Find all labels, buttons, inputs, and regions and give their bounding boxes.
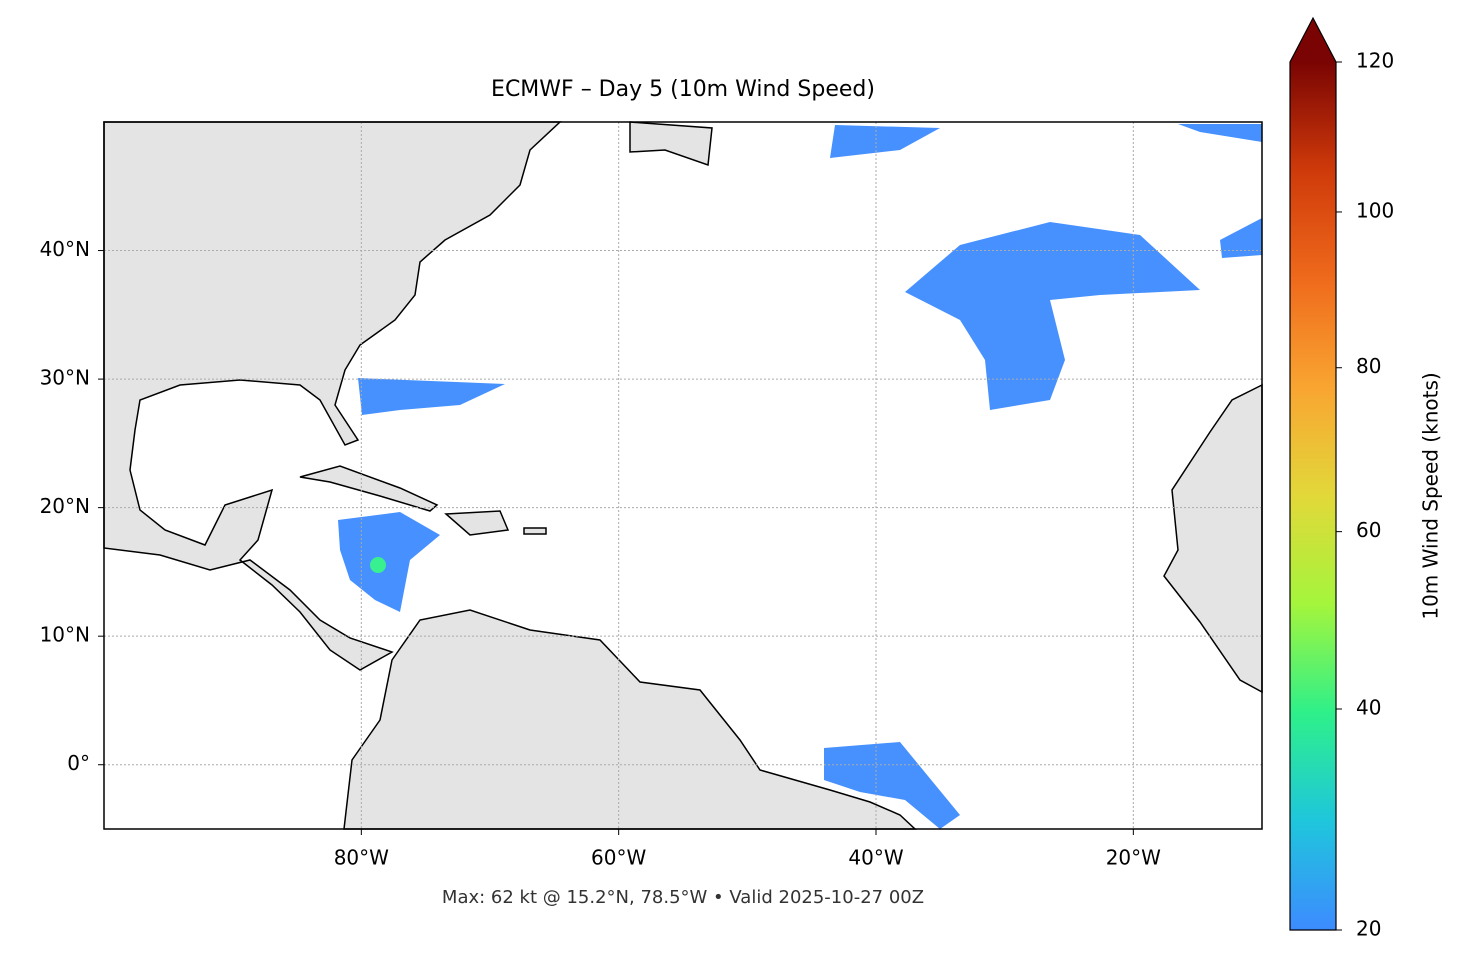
wind-area	[905, 222, 1200, 410]
y-tick-label: 10°N	[40, 623, 90, 647]
wind-area	[338, 512, 440, 612]
chart-title: ECMWF – Day 5 (10m Wind Speed)	[491, 77, 875, 102]
colorbar-tick-label: 80	[1356, 354, 1381, 378]
puerto-rico	[523, 527, 547, 535]
y-tick-label: 0°	[67, 751, 90, 775]
wind-area	[1220, 218, 1262, 258]
colorbar-extend	[1290, 18, 1336, 62]
graticule	[104, 122, 1262, 829]
wind-field	[338, 124, 1262, 829]
map-frame	[103, 121, 1263, 830]
colorbar-tick-label: 40	[1356, 695, 1381, 719]
colorbar-label: 10m Wind Speed (knots)	[1419, 372, 1443, 619]
x-tick-label: 20°W	[1106, 846, 1161, 870]
y-tick-label: 40°N	[40, 237, 90, 261]
annotation: Max: 62 kt @ 15.2°N, 78.5°W • Valid 2025…	[442, 887, 924, 908]
x-tick-label: 80°W	[334, 846, 389, 870]
south-america	[343, 609, 917, 830]
hispaniola	[444, 510, 510, 536]
y-tick-label: 20°N	[40, 494, 90, 518]
newfoundland	[629, 121, 713, 167]
y-tick-label: 30°N	[40, 366, 90, 390]
colorbar: 20 40 60 80 100 120	[1289, 16, 1394, 941]
colorbar-tick-label: 100	[1356, 198, 1394, 222]
north-america	[103, 121, 562, 671]
colorbar-tick-label: 120	[1356, 49, 1394, 73]
wind-area	[1178, 124, 1262, 142]
x-tick-label: 40°W	[848, 846, 903, 870]
colorbar-tick-label: 20	[1356, 917, 1381, 941]
wind-area	[830, 125, 940, 158]
colorbar-gradient	[1290, 62, 1336, 930]
africa	[1163, 383, 1263, 694]
wind-area	[358, 378, 505, 415]
land	[103, 121, 1263, 830]
wind-peak	[370, 557, 386, 573]
colorbar-outline	[1289, 16, 1337, 931]
x-tick-label: 60°W	[591, 846, 646, 870]
colorbar-tick-label: 60	[1356, 518, 1381, 542]
cuba	[299, 465, 439, 512]
wind-area	[824, 742, 960, 829]
